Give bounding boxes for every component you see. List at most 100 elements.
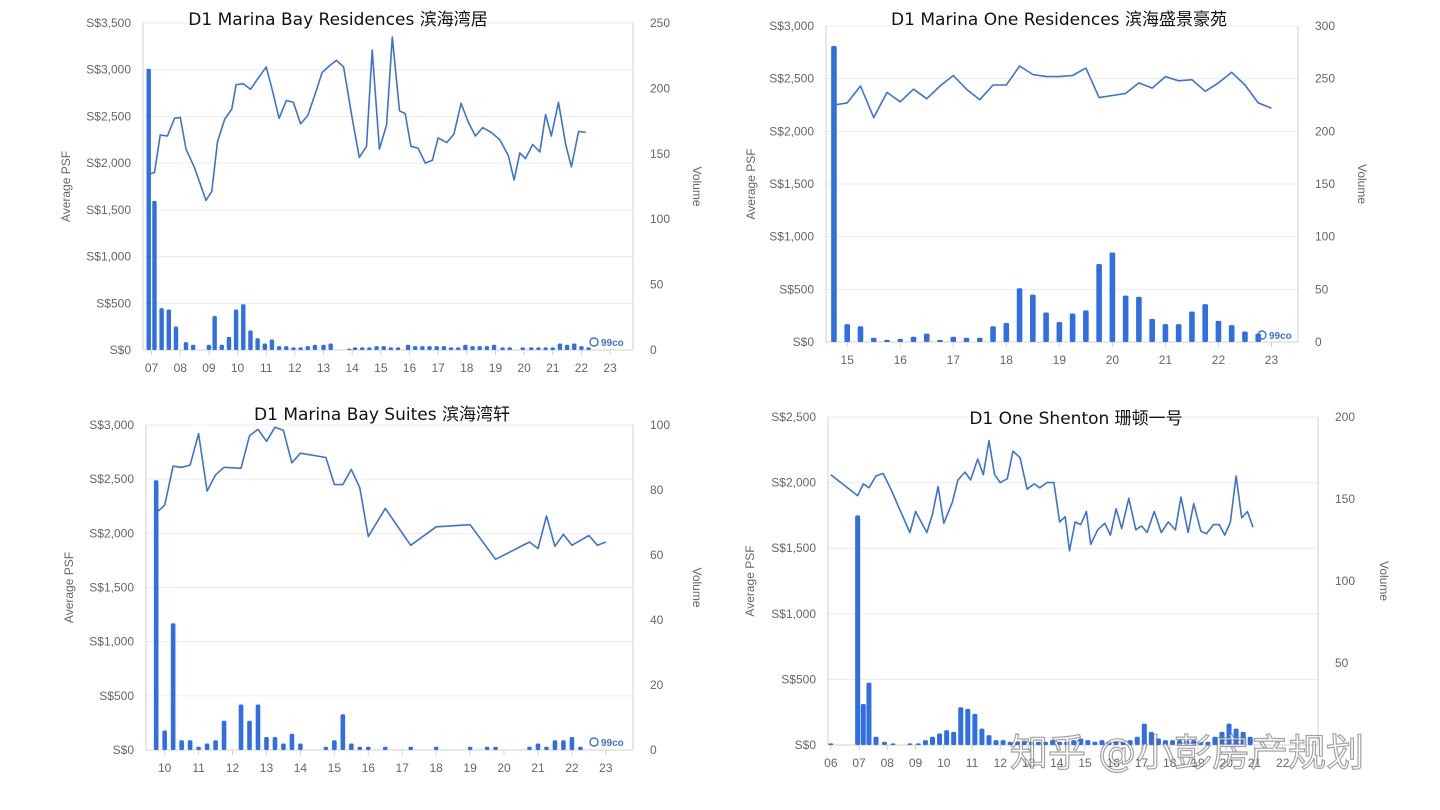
volume-bar	[269, 339, 275, 350]
y-tick-label: S$0	[110, 343, 132, 357]
volume-bar	[238, 704, 244, 750]
volume-bar	[965, 708, 971, 745]
x-tick-label: 21	[1159, 353, 1173, 367]
y2-tick-label: 100	[1335, 574, 1355, 588]
x-tick-label: 14	[294, 761, 308, 775]
y2-tick-label: 100	[650, 212, 670, 226]
x-tick-label: 22	[575, 361, 589, 375]
y2-axis-title: Volume	[1377, 561, 1391, 601]
x-tick-label: 14	[1050, 756, 1064, 770]
volume-bar	[507, 347, 512, 350]
volume-bar	[255, 338, 260, 350]
volume-bar	[1000, 740, 1006, 745]
volume-bar	[963, 337, 970, 342]
volume-bar	[1092, 741, 1098, 745]
volume-bar	[1219, 731, 1225, 745]
volume-bar	[413, 346, 418, 350]
volume-bar	[1226, 723, 1232, 745]
x-tick-label: 18	[1163, 756, 1177, 770]
x-tick-label: 17	[1135, 756, 1149, 770]
volume-bar	[332, 740, 337, 750]
x-tick-label: 07	[852, 756, 866, 770]
y-axis-title: Average PSF	[62, 552, 76, 623]
volume-bar	[937, 339, 943, 342]
x-tick-label: 12	[226, 761, 240, 775]
volume-bar	[564, 344, 570, 350]
volume-bar	[1155, 738, 1161, 745]
y-tick-label: S$1,000	[89, 635, 134, 649]
x-tick-label: 17	[396, 761, 410, 775]
volume-bar	[1215, 320, 1222, 342]
x-tick-label: 16	[894, 353, 908, 367]
y2-tick-label: 150	[1335, 492, 1355, 506]
volume-bar	[162, 730, 167, 750]
volume-bar	[890, 743, 896, 745]
volume-bar	[1050, 740, 1056, 745]
y2-tick-label: 250	[1315, 72, 1335, 86]
volume-bar	[298, 347, 303, 350]
y2-tick-label: 150	[1315, 177, 1335, 191]
volume-bar	[993, 740, 999, 745]
volume-bar	[1035, 741, 1041, 745]
volume-bar	[173, 326, 179, 350]
y-tick-label: S$500	[96, 296, 131, 310]
volume-bar	[374, 346, 379, 350]
volume-bar	[1030, 294, 1036, 342]
volume-bar	[527, 746, 532, 750]
volume-bar	[910, 336, 917, 342]
x-tick-label: 10	[937, 756, 951, 770]
volume-bar	[520, 347, 525, 350]
volume-bar	[1122, 295, 1129, 342]
y-tick-label: S$500	[99, 689, 134, 703]
chart-marina-one-residences: S$0 S$500 S$1,000 S$1,500 S$2,000 S$2,500 S$3,…	[744, 9, 1369, 367]
average-psf-line	[833, 65, 1272, 119]
volume-bar	[248, 330, 253, 350]
volume-bar	[434, 346, 439, 350]
volume-bar	[1016, 288, 1023, 342]
watermark-text: 知乎 @小彭房产规划	[1010, 731, 1364, 775]
volume-bar	[958, 707, 964, 745]
x-tick-label: 13	[317, 361, 331, 375]
y2-tick-label: 300	[1315, 19, 1335, 33]
x-tick-label: 17	[431, 361, 445, 375]
y-tick-label: S$500	[781, 672, 816, 686]
y2-tick-label: 20	[650, 678, 664, 692]
volume-bar	[1162, 740, 1168, 745]
y2-tick-label: 100	[650, 418, 670, 432]
volume-bar	[183, 342, 189, 350]
x-tick-label: 10	[231, 361, 245, 375]
volume-bar	[1071, 740, 1077, 745]
x-tick-label: 19	[463, 761, 477, 775]
volume-bar	[544, 746, 549, 750]
volume-bar	[467, 746, 473, 750]
x-tick-label: 22	[1212, 353, 1226, 367]
volume-bar	[1064, 741, 1070, 745]
volume-bar	[190, 344, 196, 350]
x-tick-label: 20	[1220, 756, 1234, 770]
volume-bar	[289, 733, 295, 750]
volume-bar	[1141, 723, 1147, 745]
chart-marina-bay-residences: S$0 S$500 S$1,000 S$1,500 S$2,000 S$2,500 S$3,…	[59, 10, 704, 375]
99co-logo: 99co	[589, 337, 624, 349]
y2-tick-label: 50	[1315, 282, 1329, 296]
volume-bar	[247, 720, 252, 750]
volume-bar	[382, 746, 388, 750]
volume-bar	[328, 343, 333, 350]
x-tick-label: 12	[994, 756, 1008, 770]
volume-bar	[408, 746, 414, 750]
volume-bar	[1170, 740, 1176, 745]
y-tick-label: S$3,000	[769, 19, 814, 33]
volume-bar	[477, 346, 482, 350]
volume-bar	[262, 343, 267, 350]
volume-bar	[1099, 740, 1105, 745]
volume-bar	[986, 735, 992, 745]
volume-bar	[1162, 324, 1169, 342]
volume-bar	[152, 200, 157, 350]
volume-bar	[291, 347, 296, 350]
x-tick-label: 21	[1248, 756, 1262, 770]
volume-bar	[484, 346, 490, 350]
volume-bar	[557, 343, 563, 350]
x-tick-label: 15	[374, 361, 388, 375]
y2-tick-label: 50	[1335, 656, 1349, 670]
volume-bar	[529, 347, 534, 350]
